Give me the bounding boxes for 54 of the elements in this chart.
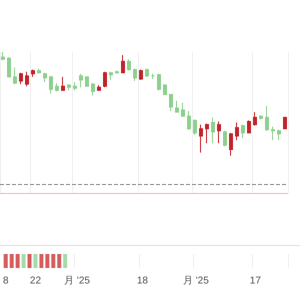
candlestick <box>121 54 125 74</box>
candlestick <box>43 72 47 83</box>
candlestick <box>79 73 83 88</box>
x-tick-label: 月 '25 <box>64 276 90 286</box>
candlestick <box>97 84 101 91</box>
candlestick <box>223 130 227 147</box>
candlestick <box>187 110 191 130</box>
candlestick <box>211 116 215 144</box>
candlestick <box>277 129 281 141</box>
candlestick <box>31 69 35 78</box>
candlestick <box>91 82 95 96</box>
candlestick <box>199 124 203 154</box>
candlestick <box>37 68 41 74</box>
candlestick <box>133 68 137 82</box>
x-tick-label: 17 <box>250 276 262 286</box>
x-tick-label: 22 <box>30 276 42 286</box>
candlestick <box>109 71 113 80</box>
candlestick <box>151 73 155 80</box>
x-tick-label: 月 '25 <box>182 276 210 286</box>
candlestick <box>229 132 233 156</box>
candlestick <box>19 72 23 85</box>
candlestick <box>103 71 107 88</box>
candlestick <box>7 56 11 78</box>
candlestick <box>55 82 59 92</box>
candlestick <box>193 118 197 136</box>
x-tick-label: 18 <box>136 276 148 286</box>
candlestick <box>115 70 119 74</box>
candlestick <box>175 100 179 113</box>
candlestick <box>25 71 29 87</box>
candlestick <box>253 112 257 126</box>
candlestick <box>67 84 71 91</box>
candlestick <box>169 94 173 112</box>
x-tick-label: 8 <box>2 276 9 286</box>
candlestick <box>235 122 239 141</box>
candlestick <box>85 76 89 87</box>
candlestick <box>1 52 5 61</box>
candlestick <box>145 68 149 78</box>
candlestick <box>265 105 269 132</box>
candlestick <box>157 73 161 91</box>
candlestick <box>259 114 263 120</box>
candlestick <box>163 84 167 96</box>
candlestick <box>139 69 143 80</box>
candlestick <box>283 116 287 130</box>
candlestick <box>181 102 185 117</box>
candlestick <box>73 82 77 91</box>
candlestick <box>205 123 209 144</box>
candlestick <box>13 67 17 85</box>
candlestick <box>247 120 251 134</box>
candlestick <box>271 126 275 141</box>
candlestick <box>241 124 245 139</box>
candlestick <box>61 76 65 91</box>
candlestick <box>49 75 53 94</box>
candlestick <box>217 120 221 144</box>
candlestick <box>127 58 131 72</box>
